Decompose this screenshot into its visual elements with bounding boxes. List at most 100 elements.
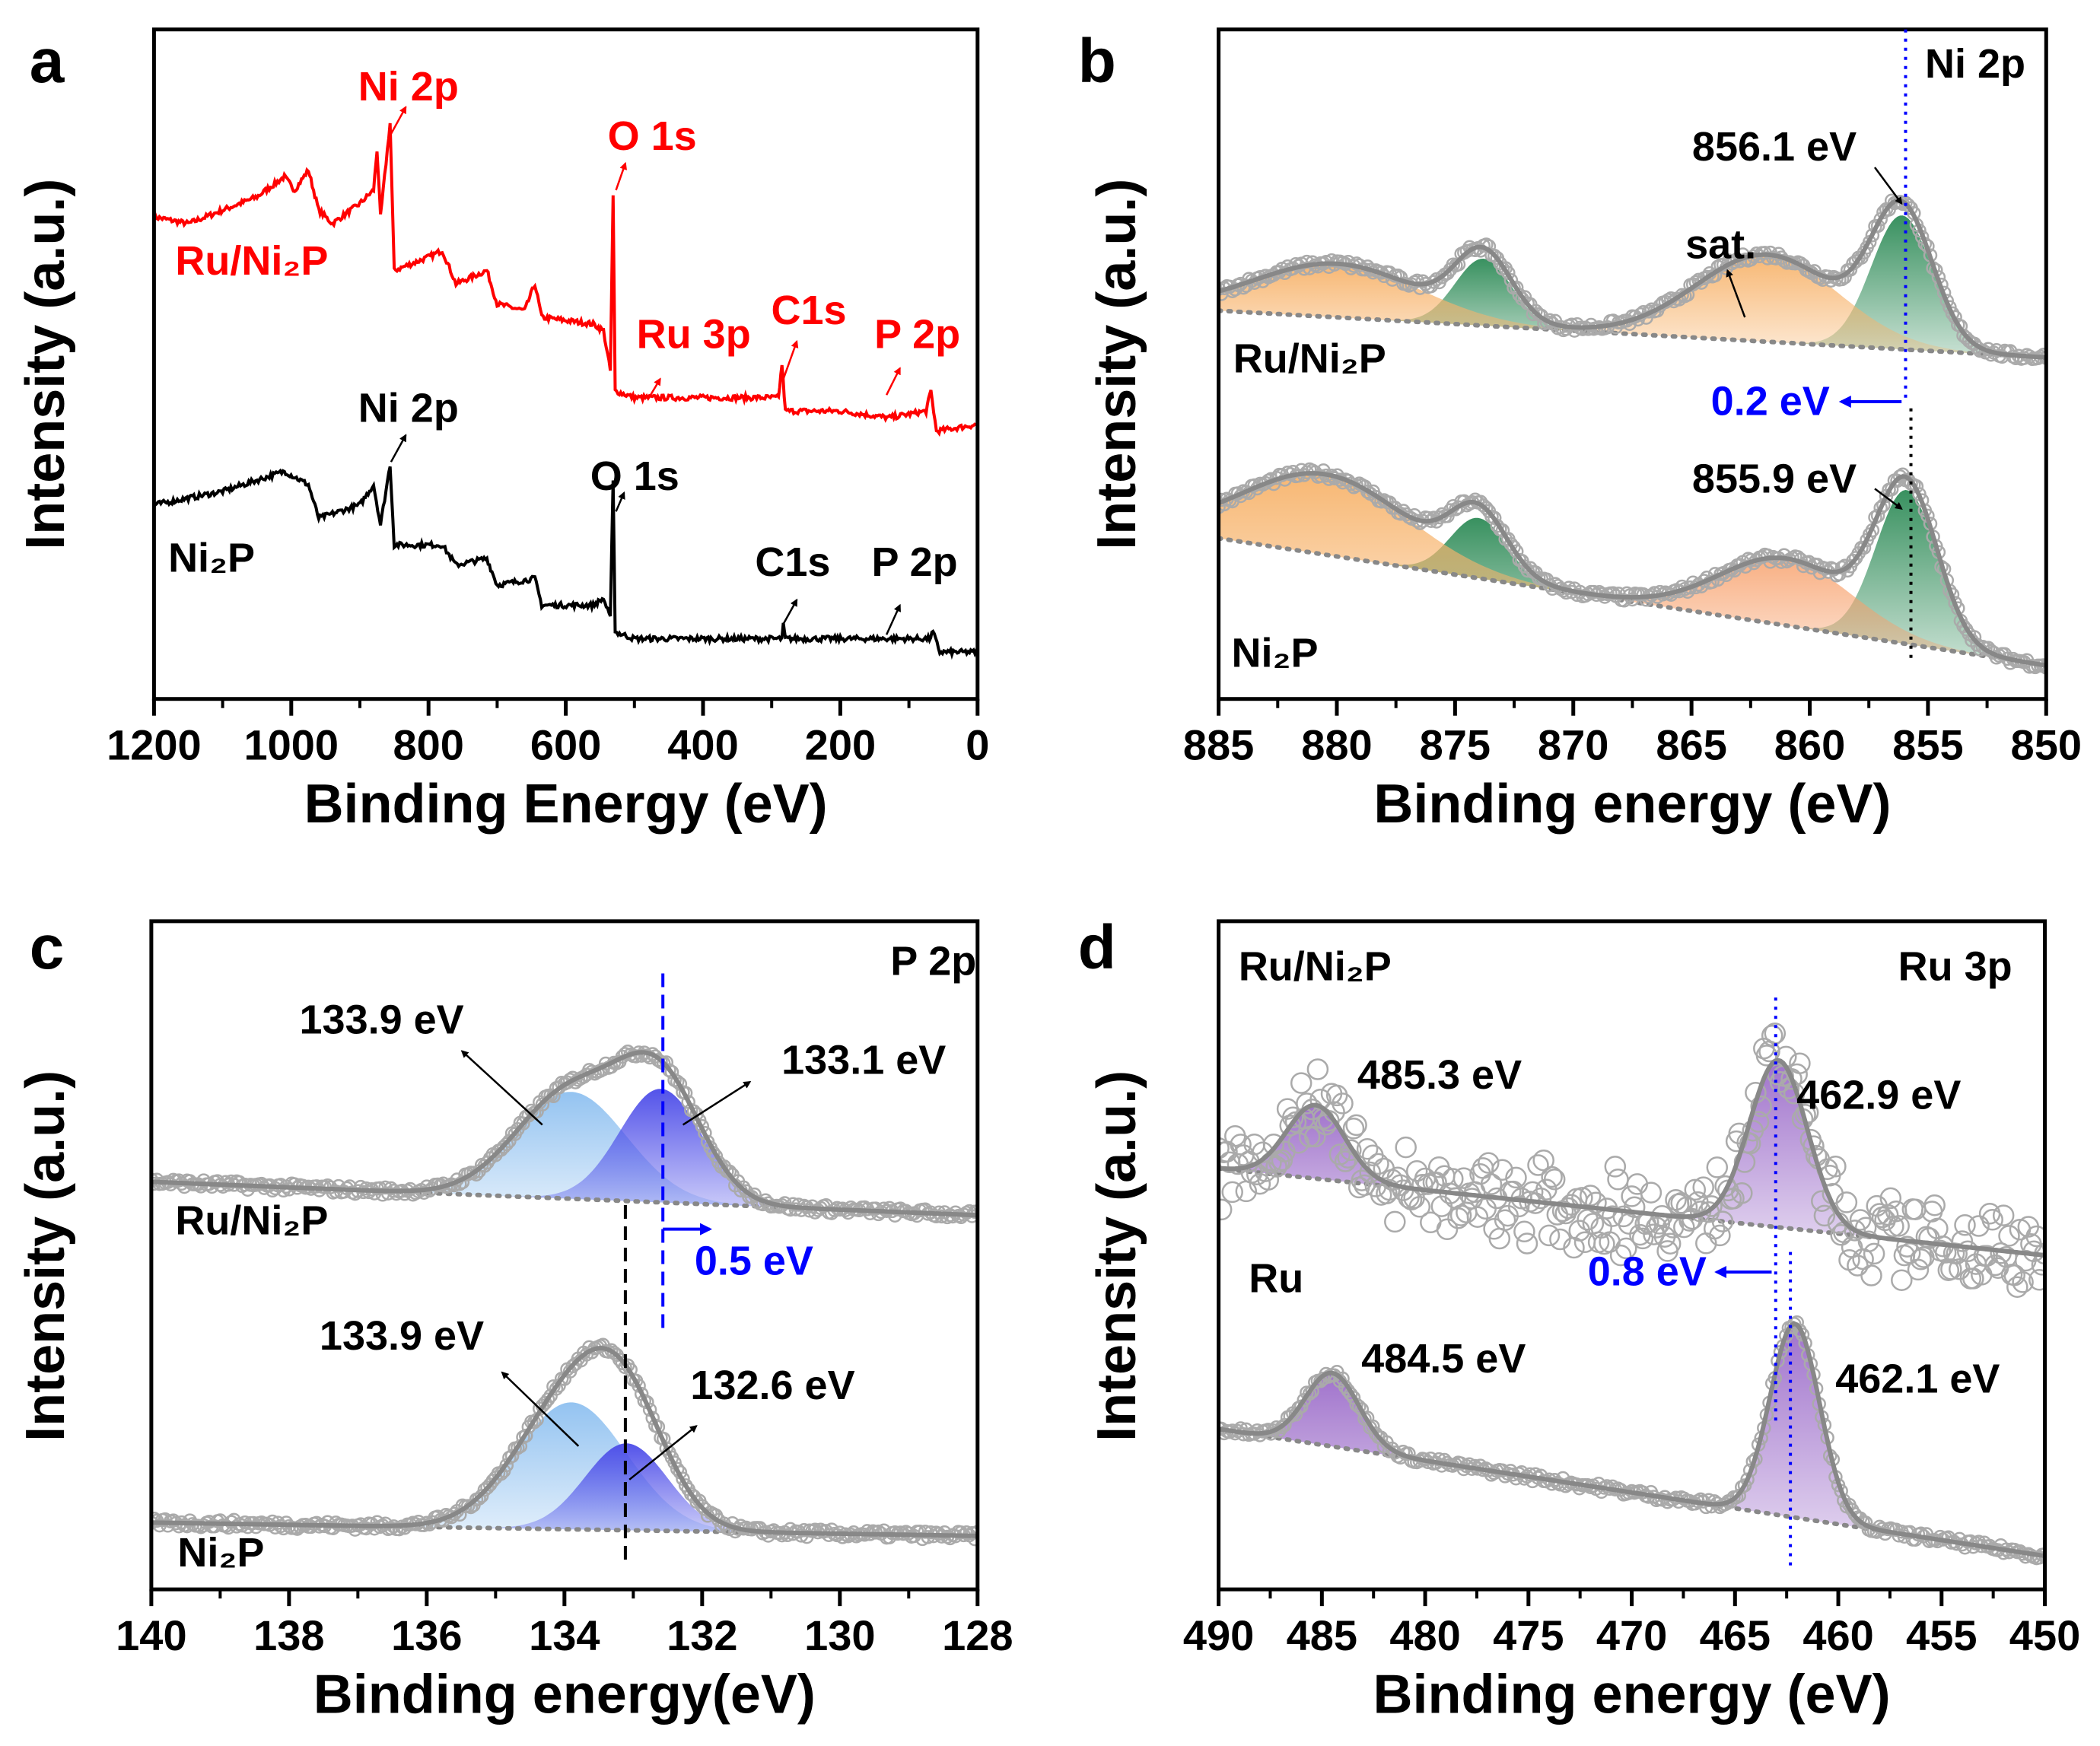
data-point	[797, 1523, 812, 1538]
data-point	[1844, 1220, 1866, 1242]
data-point	[2025, 1225, 2045, 1248]
data-point	[1543, 1168, 1566, 1191]
annotation-label: 0.2 eV	[1711, 379, 1830, 425]
data-point	[1869, 1203, 1891, 1225]
data-point	[1703, 1217, 1726, 1240]
data-point	[1700, 269, 1714, 285]
data-point	[1302, 1386, 1317, 1401]
data-point	[940, 1210, 955, 1225]
data-point	[1491, 1159, 1513, 1181]
data-point	[1914, 1526, 1928, 1541]
data-point	[1640, 1181, 1662, 1204]
annotation-label: O 1s	[590, 453, 679, 499]
annotation-label: C1s	[755, 539, 830, 585]
annotation-label: C1s	[772, 288, 847, 333]
data-point	[1478, 1152, 1500, 1174]
x-tick-label: 465	[1700, 1611, 1771, 1659]
series-line-0	[154, 122, 978, 437]
annotation-label: 855.9 eV	[1692, 456, 1857, 502]
plot-area	[1218, 193, 2047, 675]
data-point	[2039, 660, 2047, 675]
data-point	[1706, 1156, 1729, 1178]
y-axis-label: Intensity (a.u.)	[15, 1070, 76, 1442]
data-point	[967, 1531, 978, 1547]
x-tick-label: 875	[1420, 721, 1491, 769]
data-point	[1863, 1242, 1885, 1265]
panel-c: 140 138 136 134 132 130 128 Binding energy(eV) I…	[15, 913, 1013, 1725]
data-point	[1298, 1125, 1321, 1148]
data-point	[1796, 1102, 1819, 1124]
data-point	[1968, 1215, 1990, 1237]
y-axis-label: Intensity (a.u.)	[1087, 179, 1147, 550]
data-point	[1410, 273, 1424, 288]
data-point	[929, 1209, 943, 1224]
data-point	[1795, 1328, 1810, 1342]
data-point	[959, 1525, 974, 1540]
data-point	[1607, 1169, 1629, 1191]
x-tick-label: 475	[1493, 1611, 1564, 1659]
data-point	[447, 1506, 462, 1522]
fit-envelope	[1218, 198, 2047, 360]
fit-envelope	[1218, 1057, 2045, 1258]
data-point	[1218, 1426, 1232, 1441]
data-point	[1879, 1187, 1902, 1210]
data-point	[1271, 1149, 1293, 1172]
data-point	[1335, 1371, 1350, 1386]
data-point	[229, 1519, 244, 1534]
annotation-label: Ni 2p	[1925, 41, 2025, 87]
annotation-arrow	[1873, 167, 1903, 205]
annotation-arrow	[615, 491, 625, 512]
annotation-label: P 2p	[874, 312, 960, 358]
annotation-label: sat.	[1685, 222, 1756, 268]
data-point	[1541, 1166, 1563, 1188]
data-point	[807, 1522, 822, 1538]
data-point	[1221, 1181, 1243, 1204]
x-tick-label: 885	[1183, 721, 1254, 769]
annotation-label: 484.5 eV	[1361, 1336, 1526, 1382]
x-tick-label: 200	[805, 721, 876, 769]
x-tick-label: 485	[1287, 1611, 1357, 1659]
data-point	[1475, 1197, 1497, 1220]
data-point	[1711, 1210, 1734, 1232]
x-tick-label: 490	[1183, 1611, 1254, 1659]
data-point	[1992, 1204, 2015, 1226]
panel-label: c	[30, 913, 65, 982]
data-point	[1577, 1209, 1599, 1231]
data-point	[1218, 1137, 1230, 1159]
data-point	[1830, 1224, 1852, 1246]
data-point	[1857, 1230, 1880, 1253]
plot-area	[154, 122, 978, 660]
annotation-label: 133.9 eV	[300, 997, 464, 1043]
x-tick-label: 880	[1301, 721, 1372, 769]
data-point	[1731, 1182, 1753, 1204]
data-point	[1243, 1134, 1265, 1156]
data-point	[218, 1175, 233, 1190]
panel-label: d	[1078, 913, 1116, 982]
data-point	[1701, 1195, 1723, 1217]
x-axis-label: Binding energy (eV)	[1373, 1664, 1891, 1725]
data-point	[1998, 1225, 2020, 1247]
data-point	[1345, 1114, 1367, 1137]
data-point	[1480, 1173, 1503, 1195]
y-axis-label: Intensity (a.u.)	[15, 179, 76, 550]
annotation-arrow	[886, 367, 901, 396]
data-point	[2012, 1271, 2034, 1293]
annotation-label: Ni 2p	[358, 385, 459, 431]
data-point	[1813, 1204, 1836, 1227]
annotation-arrow	[647, 377, 661, 400]
panel-d: 490 485 480 475 470 465 460 455 450 Binding energ…	[1078, 913, 2080, 1725]
annotation-label: 133.9 eV	[320, 1313, 484, 1359]
data-point	[970, 1525, 978, 1539]
data-point	[1984, 1254, 2006, 1277]
panel-label: b	[1078, 27, 1116, 96]
data-point	[540, 1392, 555, 1407]
annotation-label: Ru	[1249, 1255, 1303, 1301]
data-point	[1665, 1188, 1687, 1211]
x-tick-label: 600	[530, 721, 601, 769]
panel-b: 885 880 875 870 865 860 855 850 Binding energy (…	[1078, 27, 2082, 835]
annotation-label: 0.5 eV	[695, 1239, 813, 1284]
annotation-arrow	[628, 1425, 698, 1480]
data-point	[1452, 1167, 1475, 1189]
annotation-label: 133.1 eV	[781, 1038, 946, 1083]
